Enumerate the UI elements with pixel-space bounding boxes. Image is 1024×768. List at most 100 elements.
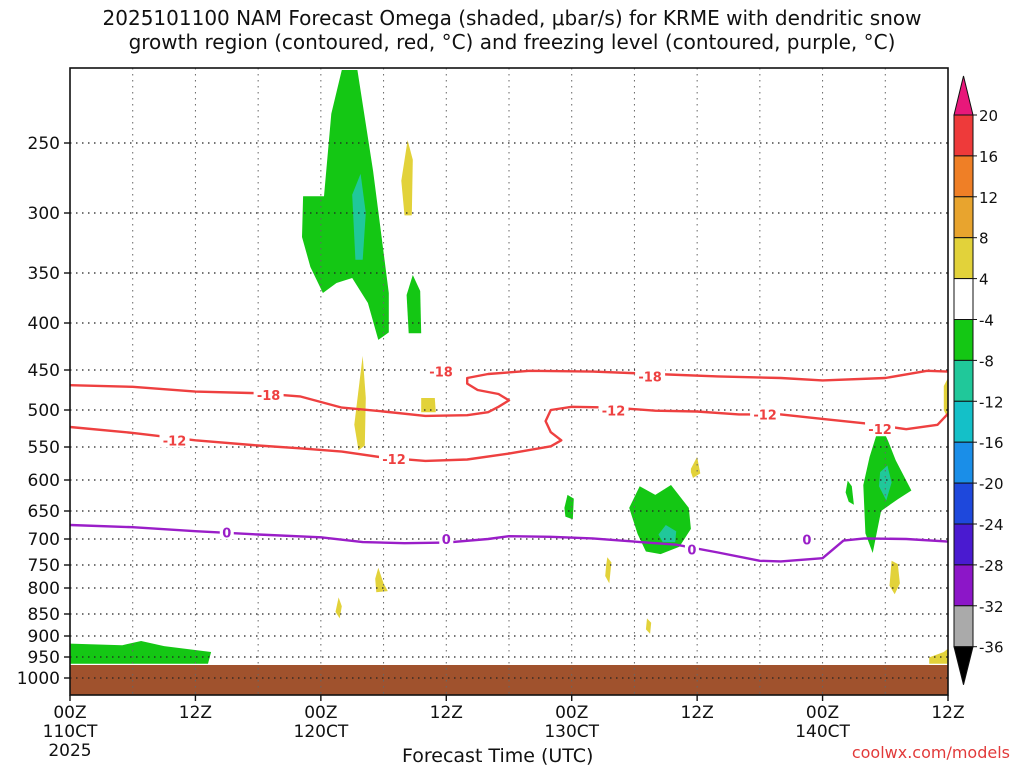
colorbar-label: -8: [979, 352, 994, 370]
omega-region: [943, 378, 948, 419]
contour-label: -18: [257, 389, 281, 404]
colorbar-segment: [953, 237, 974, 280]
contour-line: [69, 523, 949, 563]
colorbar-label: -32: [979, 598, 1004, 616]
contour-label-bg: [598, 402, 629, 418]
contour-line: [69, 369, 949, 418]
contour-label-bg: [750, 406, 781, 422]
omega-region: [690, 456, 701, 478]
x-tick-year-label: 2025: [48, 741, 91, 761]
x-tick-day-label: 120CT: [294, 722, 349, 742]
contour-label-bg: [439, 531, 454, 546]
colorbar-label: 20: [979, 107, 998, 125]
y-tick-label: 250: [28, 134, 60, 154]
omega-region: [406, 275, 422, 334]
colorbar-label: -28: [979, 557, 1004, 575]
contour-label-bg: [684, 541, 699, 557]
contour-label-bg: [219, 524, 234, 540]
y-tick-label: 600: [28, 471, 60, 491]
contour-line: [69, 405, 949, 463]
chart-title: 2025101100 NAM Forecast Omega (shaded, μ…: [102, 6, 922, 54]
contour-label: 0: [442, 533, 451, 548]
contour-label-bg: [635, 368, 666, 384]
y-tick-label: 850: [28, 605, 60, 625]
colorbar-label: -24: [979, 516, 1004, 534]
colorbar-top-triangle: [953, 75, 974, 116]
colorbar-label: -12: [979, 393, 1004, 411]
y-tick-label: 400: [28, 314, 60, 334]
y-tick-label: 700: [28, 530, 60, 550]
colorbar-bottom-triangle: [953, 646, 974, 685]
colorbar-label: 8: [979, 230, 989, 248]
omega-region: [352, 173, 366, 260]
omega-region: [302, 70, 389, 340]
y-tick-label: 550: [28, 438, 60, 458]
y-tick-label: 350: [28, 264, 60, 284]
x-tick-label: 12Z: [931, 703, 964, 723]
y-tick-label: 450: [28, 361, 60, 381]
colorbar-segment: [953, 564, 974, 607]
contour-label-bg: [253, 386, 284, 402]
x-tick-label: 00Z: [555, 703, 588, 723]
y-tick-label: 950: [28, 648, 60, 668]
colorbar-label: -16: [979, 434, 1004, 452]
omega-region: [70, 641, 212, 664]
x-tick-day-label: 130CT: [544, 722, 599, 742]
colorbar-label: 16: [979, 148, 998, 166]
omega-region: [845, 480, 854, 505]
colorbar-segment: [953, 441, 974, 484]
x-tick-label: 12Z: [179, 703, 212, 723]
omega-region: [658, 525, 677, 543]
omega-region: [354, 355, 366, 451]
colorbar-segment: [953, 400, 974, 443]
colorbar-segment: [953, 278, 974, 321]
omega-region: [375, 567, 388, 593]
contour-label: -12: [163, 434, 187, 449]
contour-label-bg: [379, 450, 410, 466]
colorbar-segment: [953, 482, 974, 525]
contour-label-bg: [865, 421, 896, 437]
x-tick-label: 12Z: [681, 703, 714, 723]
contour-label: -12: [382, 453, 406, 468]
plot-frame: [69, 67, 949, 696]
omega-region: [645, 618, 652, 634]
contour-label: -12: [868, 423, 892, 438]
x-tick-label: 12Z: [430, 703, 463, 723]
omega-region: [564, 494, 574, 520]
colorbar-segment: [953, 155, 974, 198]
contour-label: 0: [687, 543, 696, 558]
colorbar-label: -36: [979, 639, 1004, 657]
omega-region: [401, 140, 413, 216]
colorbar-segment: [953, 196, 974, 239]
x-axis-label: Forecast Time (UTC): [402, 745, 594, 767]
x-tick-label: 00Z: [806, 703, 839, 723]
omega-region: [889, 560, 900, 595]
x-tick-day-label: 140CT: [795, 722, 850, 742]
colorbar-label: 4: [979, 271, 989, 289]
contour-label-bg: [159, 432, 190, 448]
colorbar-segment: [953, 523, 974, 566]
omega-region: [335, 597, 342, 619]
contour-label: -12: [753, 408, 777, 423]
y-tick-label: 750: [28, 556, 60, 576]
contour-label: -18: [429, 366, 453, 381]
credit-link[interactable]: coolwx.com/models: [851, 743, 1010, 762]
colorbar-label: 12: [979, 189, 998, 207]
contour-label: 0: [222, 526, 231, 541]
contour-label-bg: [799, 531, 814, 547]
contour-label: -18: [638, 370, 662, 385]
colorbar-segment: [953, 319, 974, 361]
y-tick-label: 300: [28, 204, 60, 224]
contour-label-bg: [426, 363, 457, 379]
colorbar-label: -20: [979, 475, 1004, 493]
colorbar-label: -4: [979, 312, 994, 330]
contour-label: -12: [602, 405, 626, 420]
colorbar-segment: [953, 114, 974, 157]
contour-label: 0: [802, 534, 811, 549]
y-tick-label: 1000: [17, 669, 60, 689]
x-tick-label: 00Z: [53, 703, 86, 723]
omega-region: [421, 398, 436, 413]
colorbar-segment: [953, 359, 974, 402]
colorbar-segment: [953, 605, 974, 648]
